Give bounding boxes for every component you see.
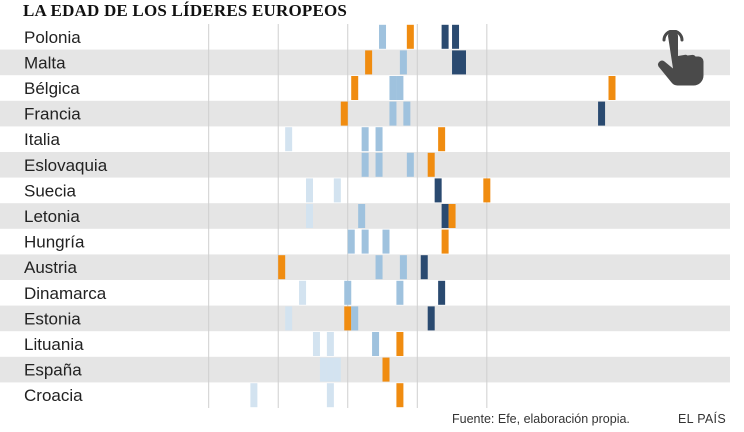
age-marker xyxy=(379,24,387,49)
age-marker xyxy=(399,50,407,75)
age-marker xyxy=(361,127,369,152)
country-label: España xyxy=(24,361,82,380)
source-note: Fuente: Efe, elaboración propia. xyxy=(452,412,630,426)
age-marker xyxy=(361,152,369,177)
age-marker xyxy=(333,178,341,203)
age-marker xyxy=(406,152,414,177)
age-marker xyxy=(396,383,404,408)
age-marker xyxy=(438,127,446,152)
age-marker xyxy=(358,204,366,228)
age-marker xyxy=(483,178,491,203)
age-marker xyxy=(396,332,404,356)
age-marker xyxy=(458,50,466,75)
age-marker xyxy=(285,127,293,152)
age-marker xyxy=(375,127,383,152)
age-marker xyxy=(598,101,606,126)
country-label: Italia xyxy=(24,130,60,149)
age-marker xyxy=(448,204,456,228)
age-marker xyxy=(420,255,428,280)
row-band xyxy=(0,305,730,332)
age-marker xyxy=(427,306,435,331)
age-marker xyxy=(285,306,293,331)
country-label: Croacia xyxy=(24,386,83,405)
age-marker xyxy=(375,152,383,177)
country-label: Polonia xyxy=(24,28,81,47)
age-marker xyxy=(306,178,314,203)
country-label: Bélgica xyxy=(24,79,80,98)
publisher-brand: EL PAÍS xyxy=(678,412,726,426)
age-marker xyxy=(452,50,460,75)
age-marker xyxy=(452,24,460,49)
country-label: Francia xyxy=(24,105,81,124)
country-label: Eslovaquia xyxy=(24,156,108,175)
tap-hand-icon[interactable] xyxy=(646,30,706,90)
age-marker xyxy=(278,255,286,280)
age-marker xyxy=(299,280,307,305)
age-marker xyxy=(365,50,373,75)
age-marker xyxy=(319,357,327,382)
age-marker xyxy=(382,357,390,382)
age-marker xyxy=(375,255,383,280)
country-label: Letonia xyxy=(24,207,80,226)
country-label: Malta xyxy=(24,53,66,72)
row-band xyxy=(0,49,730,76)
age-marker xyxy=(351,76,359,100)
age-marker xyxy=(250,383,258,408)
row-band xyxy=(0,356,730,383)
age-marker xyxy=(427,152,435,177)
age-marker xyxy=(326,332,334,356)
age-marker xyxy=(441,229,449,254)
age-marker xyxy=(340,101,348,126)
age-marker xyxy=(351,306,359,331)
country-label: Estonia xyxy=(24,309,81,328)
age-marker xyxy=(441,24,449,49)
age-marker xyxy=(608,76,616,100)
age-marker xyxy=(438,280,446,305)
age-marker xyxy=(333,357,341,382)
age-marker xyxy=(372,332,380,356)
country-label: Lituania xyxy=(24,335,84,354)
age-marker xyxy=(347,229,355,254)
age-marker xyxy=(312,332,320,356)
chart-title: LA EDAD DE LOS LÍDERES EUROPEOS xyxy=(23,1,348,20)
age-marker xyxy=(326,357,334,382)
age-marker xyxy=(361,229,369,254)
age-marker xyxy=(382,229,390,254)
age-marker xyxy=(389,101,397,126)
age-marker xyxy=(441,204,449,228)
country-label: Hungría xyxy=(24,233,85,252)
country-label: Suecia xyxy=(24,181,77,200)
age-marker xyxy=(344,280,352,305)
age-marker xyxy=(406,24,414,49)
age-marker xyxy=(326,383,334,408)
country-label: Dinamarca xyxy=(24,284,107,303)
country-label: Austria xyxy=(24,258,77,277)
age-marker xyxy=(434,178,442,203)
age-marker xyxy=(396,280,404,305)
age-marker xyxy=(389,76,397,100)
age-marker xyxy=(399,255,407,280)
age-marker xyxy=(403,101,411,126)
row-band xyxy=(0,254,730,280)
age-marker xyxy=(396,76,404,100)
row-band xyxy=(0,100,730,127)
age-marker xyxy=(344,306,352,331)
age-marker xyxy=(306,204,314,228)
